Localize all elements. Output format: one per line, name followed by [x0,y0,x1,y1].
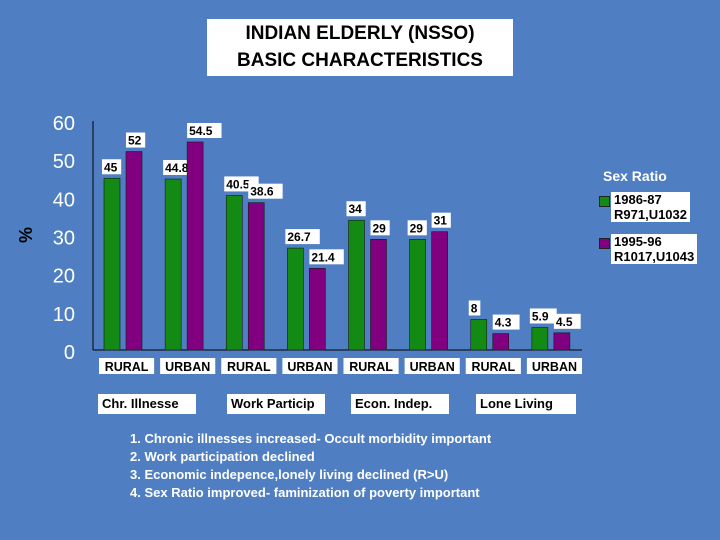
title-line-1: INDIAN ELDERLY (NSSO) [245,23,475,44]
value-label-0-7: 5.9 [532,309,549,323]
value-label-1-7: 4.5 [556,315,573,329]
value-label-bg-1-1 [187,122,222,138]
title-line-2: BASIC CHARACTERISTICS [237,50,483,71]
value-label-bg-1-2 [248,183,283,199]
note-2: 2. Work participation declined [130,449,315,464]
y-tick-label-5: 50 [53,151,75,173]
group-label-lone-living: Lone Living [476,394,576,414]
bar-1995-96-2 [247,202,265,351]
bar-1986-87-1 [164,178,182,351]
category-label-1: URBAN [165,360,210,374]
bar-1995-96-4 [370,239,387,351]
note-3: 3. Economic indepence,lonely living decl… [130,467,449,482]
legend-label-1986-ratio: R971,U1032 [614,207,687,222]
value-label-0-3: 26.7 [287,230,311,244]
value-label-bg-0-4 [346,201,366,217]
value-label-bg-1-3 [309,249,344,265]
value-label-1-2: 38.6 [250,185,274,199]
bar-1986-87-7 [531,327,549,351]
bar-1995-96-1 [186,141,204,351]
category-label-bg-7 [526,358,582,374]
category-label-0: RURAL [105,360,149,374]
legend-swatch-green [599,196,610,207]
category-label-bg-1 [160,358,216,374]
value-label-0-0: 45 [104,160,118,174]
category-label-bg-5 [404,358,460,374]
category-label-bg-0 [99,358,155,374]
legend-label-1995-ratio: R1017,U1043 [614,249,695,264]
legend-title: Sex Ratio [603,168,667,184]
category-label-5: URBAN [410,360,455,374]
y-axis-label: % [16,227,36,243]
y-tick-label-0: 0 [64,342,75,364]
category-label-bg-6 [465,358,521,374]
bar-1995-96-7 [553,332,571,351]
category-label-6: RURAL [471,360,515,374]
note-4: 4. Sex Ratio improved- faminization of p… [130,485,480,500]
value-label-1-6: 4.3 [495,316,512,330]
value-label-0-2: 40.5 [226,177,250,191]
legend-text-1986: 1986-87 R971,U1032 [611,192,690,222]
y-tick-label-6: 60 [53,113,75,135]
notes-list: 1. Chronic illnesses increased- Occult m… [130,430,491,502]
value-label-1-3: 21.4 [311,250,335,264]
bar-1986-87-3 [287,247,304,351]
category-label-4: RURAL [349,360,393,374]
value-label-bg-1-7 [553,313,581,329]
value-label-1-5: 31 [434,214,448,228]
legend-label-1986-year: 1986-87 [614,192,662,207]
value-label-1-4: 29 [373,221,387,235]
title-box: INDIAN ELDERLY (NSSO) BASIC CHARACTERIST… [207,19,513,76]
bar-1995-96-5 [431,231,448,351]
bar-1995-96-0 [125,151,143,351]
group-label-work-participation: Work Particip [227,394,325,414]
category-label-3: URBAN [287,360,332,374]
value-label-bg-1-5 [431,212,451,228]
category-label-bg-4 [343,358,399,374]
value-label-0-6: 8 [471,301,478,315]
value-label-bg-1-4 [370,220,390,236]
y-tick-label-1: 10 [53,304,75,326]
category-label-7: URBAN [532,360,577,374]
value-label-bg-0-7 [529,308,557,324]
group-label-economic-independence: Econ. Indep. [351,394,449,414]
value-label-bg-1-6 [492,314,520,330]
group-label-chronic-illness: Chr. Illnesse [98,394,196,414]
value-label-0-4: 34 [349,202,363,216]
category-label-bg-3 [282,358,338,374]
value-label-0-1: 44.8 [165,161,189,175]
bar-1986-87-6 [470,319,488,351]
value-label-bg-0-6 [468,300,481,316]
bar-1995-96-3 [309,268,326,351]
category-label-2: RURAL [227,360,271,374]
value-label-bg-0-0 [102,159,122,175]
bar-1986-87-0 [103,177,121,351]
value-label-bg-0-5 [407,220,427,236]
bar-1986-87-4 [348,219,365,351]
y-tick-label-3: 30 [53,228,75,250]
category-label-bg-2 [221,358,277,374]
y-tick-label-2: 20 [53,266,75,288]
note-1: 1. Chronic illnesses increased- Occult m… [130,431,492,446]
y-tick-label-4: 40 [53,189,75,211]
bar-1986-87-2 [225,195,243,351]
bar-1995-96-6 [492,333,510,351]
value-label-bg-1-0 [126,132,146,148]
bar-1986-87-5 [409,239,426,351]
legend-swatch-purple [599,238,610,249]
legend-text-1995: 1995-96 R1017,U1043 [611,234,698,264]
value-label-0-5: 29 [410,221,424,235]
value-label-bg-0-3 [285,229,320,245]
value-label-1-1: 54.5 [189,124,213,138]
value-label-1-0: 52 [128,134,142,148]
legend-label-1995-year: 1995-96 [614,234,662,249]
